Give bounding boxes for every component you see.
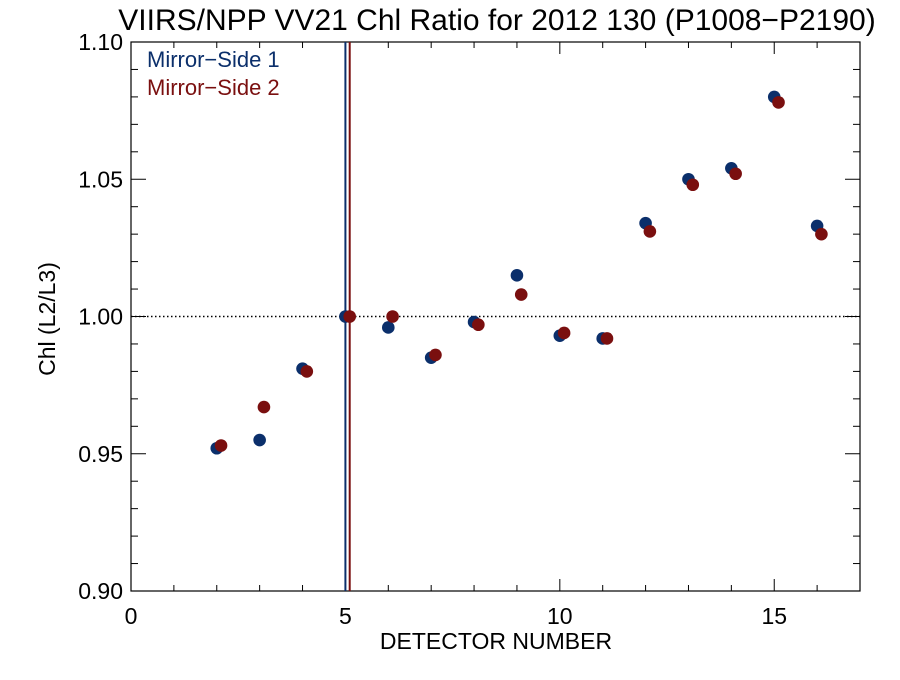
y-tick-label: 0.95 [78,441,123,467]
data-point-series-2 [300,365,314,378]
data-point-series-1 [253,433,266,447]
y-tick-label: 1.10 [78,29,123,55]
data-point-series-2 [214,439,228,452]
y-tick-label: 1.05 [78,166,123,192]
data-point-series-2 [600,332,614,345]
chart-title: VIIRS/NPP VV21 Chl Ratio for 2012 130 (P… [118,4,875,37]
data-point-series-1 [381,321,395,334]
data-point-series-2 [643,225,657,238]
legend-entry-series-1: Mirror−Side 1 [147,47,280,72]
y-tick-label: 1.00 [78,304,123,330]
x-tick-label: 5 [339,603,352,629]
data-point-series-2 [386,310,399,323]
x-tick-label: 10 [547,603,573,629]
data-point-series-2 [686,178,700,192]
data-point-series-2 [343,310,357,323]
x-tick-label: 15 [761,603,787,629]
data-point-series-2 [815,227,828,241]
x-axis-label: DETECTOR NUMBER [380,628,612,654]
legend-entry-series-2: Mirror−Side 2 [147,75,280,100]
data-point-series-2 [472,318,485,332]
y-tick-label: 0.90 [78,578,123,604]
y-axis-label: Chl (L2/L3) [34,262,60,376]
plot-area: 0 5 10 15 0.90 0.95 1.00 1.05 1.10 Mirror−Side 1 M… [78,29,861,629]
data-point-series-2 [729,167,742,181]
data-point-series-2 [429,348,442,362]
x-tick-label: 0 [125,603,138,629]
data-point-series-1 [510,269,524,282]
data-point-series-2 [772,96,785,109]
data-point-series-2 [557,326,571,340]
data-point-series-2 [257,400,271,414]
data-point-series-2 [514,288,528,301]
